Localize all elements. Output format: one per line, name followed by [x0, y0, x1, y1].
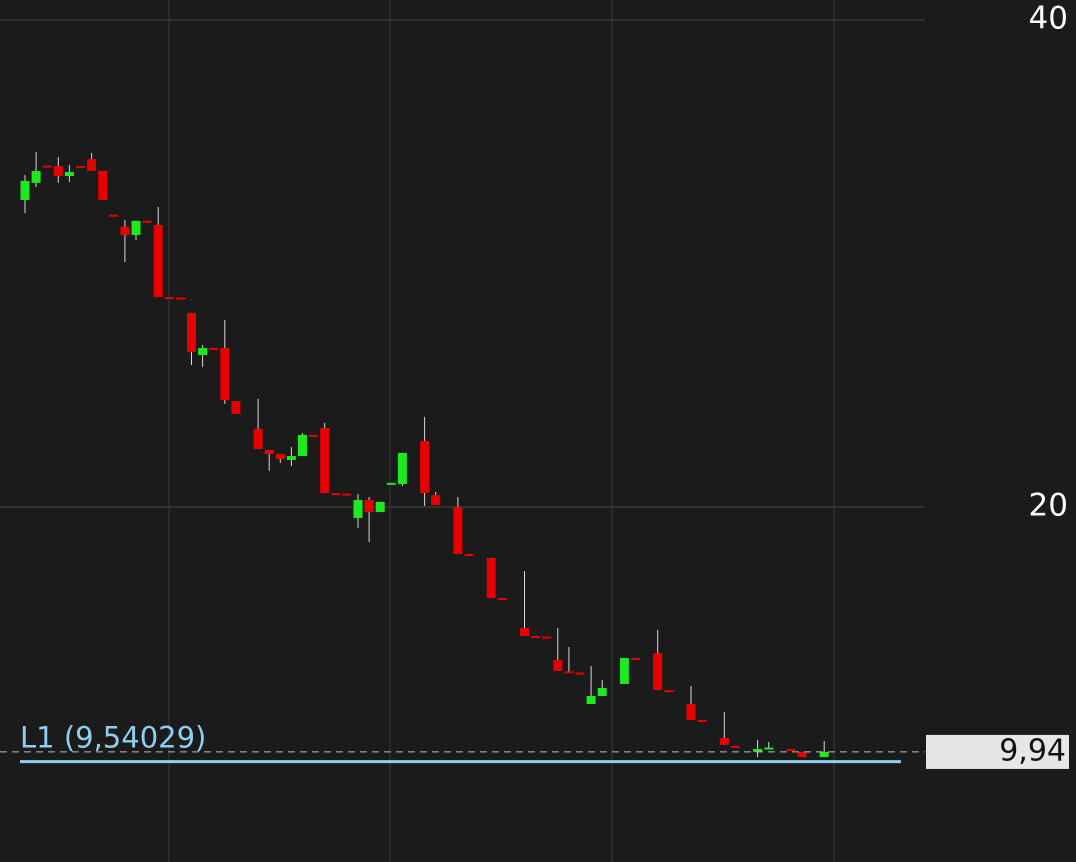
candle-body: [531, 636, 541, 639]
candle-body: [53, 166, 63, 177]
candle-body: [231, 401, 241, 414]
candle-body: [198, 347, 208, 356]
candle-body: [275, 453, 285, 460]
candle-body: [420, 440, 430, 494]
candle-body: [730, 745, 740, 748]
candle-body: [164, 297, 174, 300]
candle-body: [253, 429, 263, 450]
candle-body: [131, 220, 141, 235]
candle-body: [464, 553, 474, 556]
candle-body: [20, 180, 30, 200]
candle-body: [764, 747, 774, 750]
last-price-box: [926, 734, 1069, 769]
candle-body: [386, 482, 396, 485]
candle-body: [797, 751, 807, 758]
candle-body: [686, 703, 696, 721]
candle-body: [520, 627, 529, 637]
candle-body: [786, 749, 796, 752]
candle-body: [353, 499, 363, 518]
candle-body: [586, 695, 596, 704]
candle-body: [453, 506, 463, 554]
candle-body: [331, 493, 341, 496]
level-label: L1 (9,54029): [20, 721, 206, 755]
candle-body: [342, 493, 352, 496]
candle-body: [431, 495, 441, 506]
candle-body: [320, 428, 330, 494]
candle-body: [619, 657, 629, 684]
candle-body: [98, 170, 108, 200]
candle-body: [264, 449, 274, 454]
candle-body: [575, 672, 585, 675]
candle-body: [120, 226, 130, 235]
candle-body: [753, 749, 763, 752]
candle-body: [109, 214, 119, 217]
candle-body: [187, 312, 196, 352]
candle-body: [220, 347, 230, 401]
candle-body: [497, 598, 507, 601]
candle-body: [697, 720, 707, 723]
candle-body: [564, 671, 574, 674]
candle-body: [664, 690, 674, 693]
candle-body: [719, 738, 729, 745]
candle-body: [597, 687, 607, 696]
candle-body: [209, 347, 219, 350]
candle-body: [631, 657, 640, 660]
last-price-label: 9,94: [999, 733, 1066, 768]
y-tick-label: 20: [1029, 487, 1068, 523]
candle-body: [553, 659, 563, 671]
candle-body: [31, 170, 41, 183]
candle-body: [153, 224, 163, 298]
candle-body: [42, 165, 52, 168]
candle-body: [142, 220, 152, 223]
candle-body: [364, 499, 374, 513]
candle-body: [64, 171, 74, 177]
candle-body: [87, 159, 97, 171]
candle-body: [76, 166, 85, 169]
candle-body: [286, 456, 296, 460]
candle-body: [397, 452, 407, 485]
candle-body: [653, 653, 663, 691]
candle-body: [486, 557, 496, 599]
y-tick-label: 40: [1029, 0, 1068, 36]
candle-body: [175, 297, 185, 300]
candle-body: [375, 501, 385, 513]
candle-body: [542, 636, 552, 639]
candle-body: [298, 434, 307, 457]
candle-body: [309, 434, 319, 437]
candle-body: [819, 751, 829, 758]
